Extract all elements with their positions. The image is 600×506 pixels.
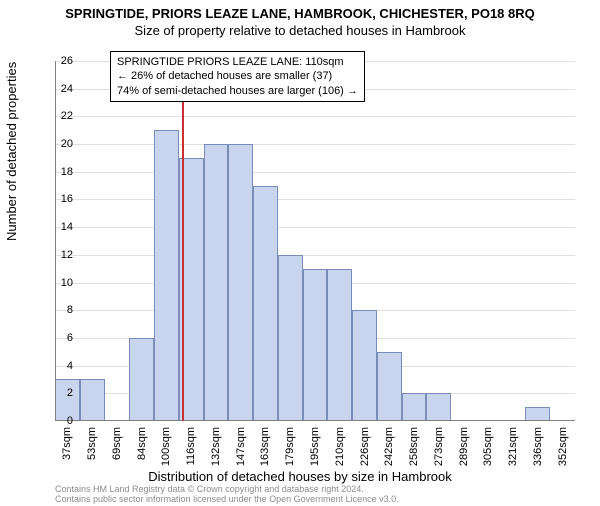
chart-subtitle: Size of property relative to detached ho… xyxy=(0,23,600,38)
histogram-bar xyxy=(525,407,550,421)
x-tick-label: 226sqm xyxy=(359,427,371,472)
x-tick-label: 37sqm xyxy=(61,427,73,472)
x-tick-label: 289sqm xyxy=(458,427,470,472)
y-tick-label: 8 xyxy=(43,304,73,316)
attribution-text: Contains HM Land Registry data © Crown c… xyxy=(55,485,399,505)
x-tick-label: 116sqm xyxy=(185,427,197,472)
histogram-bar xyxy=(426,393,451,421)
x-tick-label: 305sqm xyxy=(482,427,494,472)
x-tick-label: 147sqm xyxy=(235,427,247,472)
histogram-bar xyxy=(327,269,352,421)
x-tick-label: 321sqm xyxy=(507,427,519,472)
annotation-line-1: SPRINGTIDE PRIORS LEAZE LANE: 110sqm xyxy=(117,55,358,69)
gridline xyxy=(55,227,575,228)
x-tick-label: 258sqm xyxy=(408,427,420,472)
chart-plot-area xyxy=(55,61,575,421)
x-tick-label: 84sqm xyxy=(136,427,148,472)
histogram-bar xyxy=(278,255,303,421)
x-axis-line xyxy=(55,420,575,421)
x-tick-label: 69sqm xyxy=(111,427,123,472)
histogram-bar xyxy=(80,379,105,421)
y-tick-label: 14 xyxy=(43,221,73,233)
histogram-bar xyxy=(204,144,229,421)
histogram-bar xyxy=(228,144,253,421)
x-tick-label: 195sqm xyxy=(309,427,321,472)
x-tick-label: 163sqm xyxy=(259,427,271,472)
y-tick-label: 10 xyxy=(43,277,73,289)
histogram-bar xyxy=(253,186,278,421)
gridline xyxy=(55,116,575,117)
annotation-box: SPRINGTIDE PRIORS LEAZE LANE: 110sqm ← 2… xyxy=(110,51,365,102)
gridline xyxy=(55,144,575,145)
gridline xyxy=(55,199,575,200)
histogram-bar xyxy=(303,269,328,421)
x-tick-label: 336sqm xyxy=(532,427,544,472)
y-tick-label: 26 xyxy=(43,55,73,67)
y-tick-label: 0 xyxy=(43,415,73,427)
y-tick-label: 4 xyxy=(43,360,73,372)
y-tick-label: 18 xyxy=(43,166,73,178)
x-tick-label: 53sqm xyxy=(86,427,98,472)
y-tick-label: 6 xyxy=(43,332,73,344)
histogram-bar xyxy=(154,130,179,421)
x-axis-label: Distribution of detached houses by size … xyxy=(0,469,600,484)
y-tick-label: 16 xyxy=(43,193,73,205)
y-tick-label: 22 xyxy=(43,110,73,122)
gridline xyxy=(55,172,575,173)
annotation-line-3: 74% of semi-detached houses are larger (… xyxy=(117,84,358,98)
x-tick-label: 132sqm xyxy=(210,427,222,472)
x-tick-label: 179sqm xyxy=(284,427,296,472)
y-tick-label: 12 xyxy=(43,249,73,261)
histogram-bar xyxy=(377,352,402,421)
x-tick-label: 352sqm xyxy=(557,427,569,472)
histogram-bar xyxy=(352,310,377,421)
x-tick-label: 242sqm xyxy=(383,427,395,472)
y-tick-label: 20 xyxy=(43,138,73,150)
chart-title: SPRINGTIDE, PRIORS LEAZE LANE, HAMBROOK,… xyxy=(0,6,600,21)
y-axis-label: Number of detached properties xyxy=(4,62,19,241)
histogram-bar xyxy=(129,338,154,421)
histogram-bar xyxy=(402,393,427,421)
gridline xyxy=(55,255,575,256)
x-tick-label: 273sqm xyxy=(433,427,445,472)
attribution-line-2: Contains public sector information licen… xyxy=(55,495,399,505)
y-tick-label: 24 xyxy=(43,83,73,95)
x-tick-label: 210sqm xyxy=(334,427,346,472)
marker-line xyxy=(182,61,184,421)
x-tick-label: 100sqm xyxy=(160,427,172,472)
y-tick-label: 2 xyxy=(43,387,73,399)
annotation-line-2: ← 26% of detached houses are smaller (37… xyxy=(117,69,358,83)
